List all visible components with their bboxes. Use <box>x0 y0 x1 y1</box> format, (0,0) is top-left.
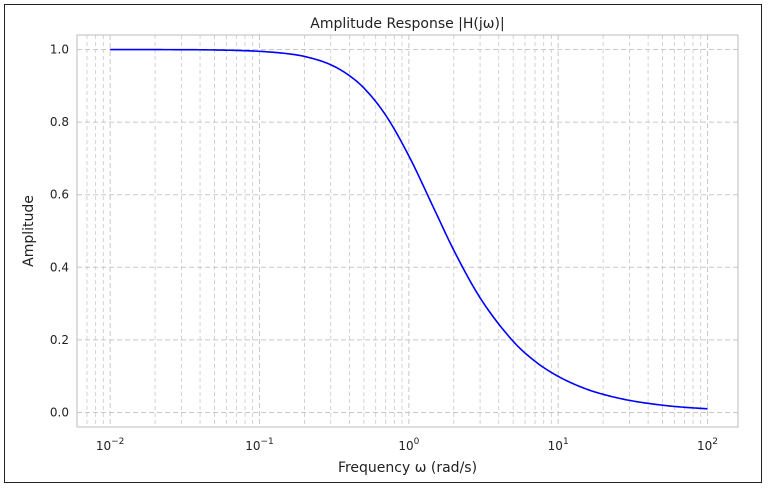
y-tick-label: 1.0 <box>50 43 69 57</box>
y-axis-title: Amplitude <box>21 195 37 267</box>
amplitude-response-chart: 10−2 10−1 100 101 102 0.0 0.2 0.4 0.6 0.8 1.0 Ampl… <box>21 16 739 476</box>
x-tick-label: 100 <box>398 437 419 453</box>
tick-layer: 10−2 10−1 100 101 102 0.0 0.2 0.4 0.6 0.8 1.0 <box>50 43 718 453</box>
y-tick-label: 0.4 <box>50 260 69 274</box>
x-tick-label: 10−2 <box>96 437 125 453</box>
x-tick-label: 101 <box>548 437 569 453</box>
y-tick-label: 0.0 <box>50 405 69 419</box>
x-tick-label: 102 <box>697 437 718 453</box>
series-line <box>110 48 708 410</box>
chart-frame: 10−2 10−1 100 101 102 0.0 0.2 0.4 0.6 0.8 1.0 Ampl… <box>4 4 762 483</box>
y-tick-label: 0.6 <box>50 188 69 202</box>
plot-area <box>76 34 739 428</box>
line-layer <box>110 48 708 410</box>
y-tick-label: 0.2 <box>50 333 69 347</box>
x-axis-title: Frequency ω (rad/s) <box>338 460 477 476</box>
chart-title: Amplitude Response |H(jω)| <box>310 16 504 32</box>
y-tick-label: 0.8 <box>50 115 69 129</box>
x-tick-label: 10−1 <box>245 437 274 453</box>
grid-layer <box>77 35 738 427</box>
